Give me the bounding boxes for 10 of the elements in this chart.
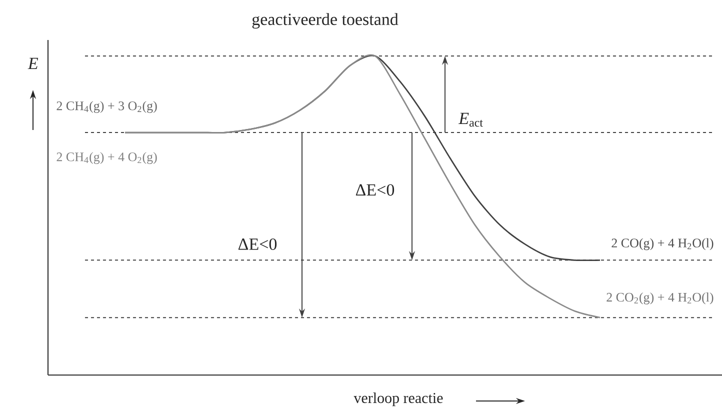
annotation: 2 CH$_{4}$(g) + 3 O$_{2}$(g): [56, 101, 157, 113]
annotation: ΔE<0: [356, 184, 394, 196]
annotation: 2 CO$_{2}$(g) + 4 H$_{2}$O(l): [606, 292, 714, 304]
text: geactiveerde toestand: [252, 13, 398, 29]
x-axis-title: verloop reactie: [354, 392, 443, 406]
y-axis-title: E: [28, 58, 38, 70]
annotation: 2 CH$_{4}$(g) + 4 O$_{2}$(g): [56, 152, 157, 164]
annotation: 2 CO(g) + 4 H$_{2}$O(l): [612, 238, 714, 250]
annotation: ΔE<0: [238, 238, 277, 250]
annotation: E$_{act}$: [458, 112, 483, 127]
